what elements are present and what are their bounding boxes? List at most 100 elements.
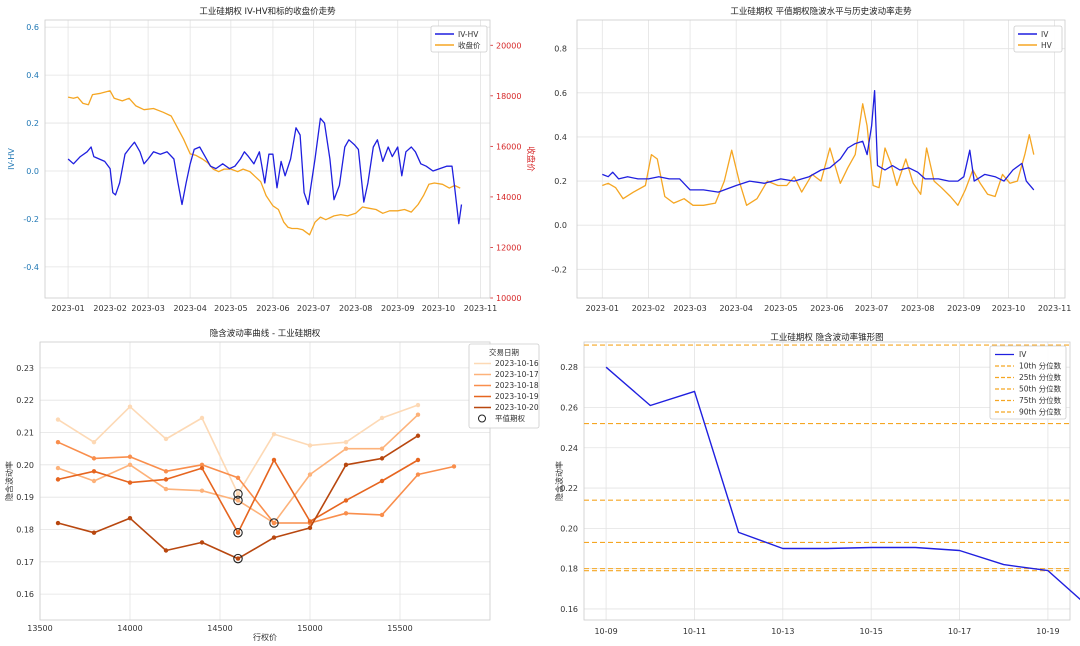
legend-label-hv: HV [1041,41,1053,50]
y-tick-label: -0.2 [551,265,567,274]
series-point-2023-10-20 [415,433,421,438]
y-axis-label: 隐含波动率 [554,461,564,501]
series-point-2023-10-20 [307,525,313,531]
series-point-2023-10-20 [91,530,97,535]
series-point-2023-10-18 [235,475,241,480]
x-tick-label: 2023-11 [464,304,497,313]
y-tick-label: 0.8 [554,45,567,54]
series-point-2023-10-16 [271,431,277,437]
legend-label-iv-hv: IV-HV [458,30,479,39]
x-tick-label: 2023-06 [256,304,289,313]
series-point-2023-10-18 [451,464,457,469]
legend-label: 2023-10-19 [495,392,539,401]
y-axis-label: 隐含波动率 [4,461,14,501]
legend-label: 75th 分位数 [1019,395,1062,405]
series-point-2023-10-19 [307,519,313,524]
series-iv-line [602,89,1035,193]
y2-tick-label: 10000 [496,294,521,303]
series-point-2023-10-19 [415,457,421,463]
y-tick-label: 0.24 [560,444,578,453]
y-tick-label: 0.20 [560,524,578,533]
y-tick-label: 0.22 [16,396,34,405]
series-point-2023-10-19 [55,477,61,482]
x-tick-label: 2023-03 [673,304,706,313]
y-tick-label: 0.28 [560,363,578,372]
x-tick-label: 2023-08 [339,304,372,313]
x-tick-label: 14500 [207,624,232,633]
series-point-2023-10-16 [127,404,133,409]
series-point-2023-10-16 [55,417,61,422]
y2-tick-label: 12000 [496,243,521,252]
x-tick-label: 2023-06 [810,304,843,313]
legend-label-close: 收盘价 [458,40,481,50]
series-point-2023-10-20 [55,520,61,526]
y-tick-label: 0.2 [554,177,567,186]
y-tick-label: 0.4 [554,133,567,142]
series-point-2023-10-17 [235,498,241,503]
x-tick-label: 10-11 [683,627,706,636]
legend-swatch-atm [478,414,486,423]
series-point-2023-10-17 [127,462,133,468]
y2-tick-label: 14000 [496,193,521,202]
series-point-2023-10-20 [379,456,385,461]
y2-tick-label: 16000 [496,142,521,151]
x-tick-label: 13500 [27,624,52,633]
y2-tick-label: 20000 [496,41,521,50]
x-axis-label: 行权价 [253,632,277,642]
series-point-2023-10-16 [307,443,313,448]
y-tick-label: -0.4 [23,263,39,272]
x-tick-label: 2023-05 [764,304,797,313]
series-point-2023-10-19 [91,469,97,474]
x-tick-label: 15000 [297,624,322,633]
series-point-2023-10-16 [199,415,205,421]
y-tick-label: 0.18 [560,565,578,574]
legend-label: 2023-10-17 [495,370,539,379]
y2-axis-label: 收盘价 [525,146,536,172]
x-tick-label: 14000 [117,624,142,633]
atm-marker [233,489,243,499]
legend-label: 2023-10-18 [495,381,539,390]
series-point-2023-10-16 [379,415,385,421]
x-tick-label: 2023-03 [131,304,164,313]
legend-label: 2023-10-20 [495,403,539,412]
series-point-2023-10-19 [163,477,169,482]
series-point-2023-10-18 [163,469,169,474]
legend-label: 90th 分位数 [1019,407,1062,417]
series-point-2023-10-19 [343,498,349,503]
y-tick-label: 0.18 [16,525,34,534]
x-tick-label: 2023-01 [586,304,619,313]
series-point-2023-10-16 [343,440,349,445]
chart-title: 隐含波动率曲线 - 工业硅期权 [210,328,321,339]
y-tick-label: 0.6 [554,89,567,98]
series-point-2023-10-18 [55,440,61,445]
chart-iv-smile: 13500 14000 14500 15000 15500 0.16 0.17 0.18 0.1… [4,328,540,642]
x-tick-label: 2023-05 [214,304,247,313]
legend-label: 10th 分位数 [1019,361,1062,371]
x-tick-label: 10-17 [948,627,971,636]
legend-label: 2023-10-16 [495,359,539,368]
atm-marker [233,553,243,564]
series-point-2023-10-16 [415,402,421,408]
series-hv-line [602,103,1035,206]
series-point-2023-10-19 [199,465,205,471]
chart-title: 工业硅期权 IV-HV和标的收盘价走势 [199,6,336,17]
legend-frame [1013,25,1063,53]
series-point-2023-10-18 [343,511,349,516]
series-point-2023-10-18 [199,462,205,468]
series-point-2023-10-18 [127,454,133,459]
x-tick-label: 2023-04 [719,304,752,313]
series-point-2023-10-18 [91,456,97,461]
y-tick-label: 0.23 [16,364,34,373]
series-point-2023-10-18 [379,512,385,518]
series-point-2023-10-20 [271,535,277,540]
series-point-2023-10-16 [163,436,169,442]
series-point-2023-10-20 [343,462,349,468]
chart-iv-cone: 10-09 10-11 10-13 10-15 10-17 10-19 0.16 0.18 0.… [554,332,1080,636]
y2-tick-label: 18000 [496,92,521,101]
y-tick-label: 0.17 [16,558,34,567]
x-tick-label: 2023-07 [297,304,330,313]
series-close-line [67,90,461,236]
x-tick-label: 15500 [387,624,412,633]
series-iv-line [605,366,1080,601]
atm-marker [233,495,243,506]
